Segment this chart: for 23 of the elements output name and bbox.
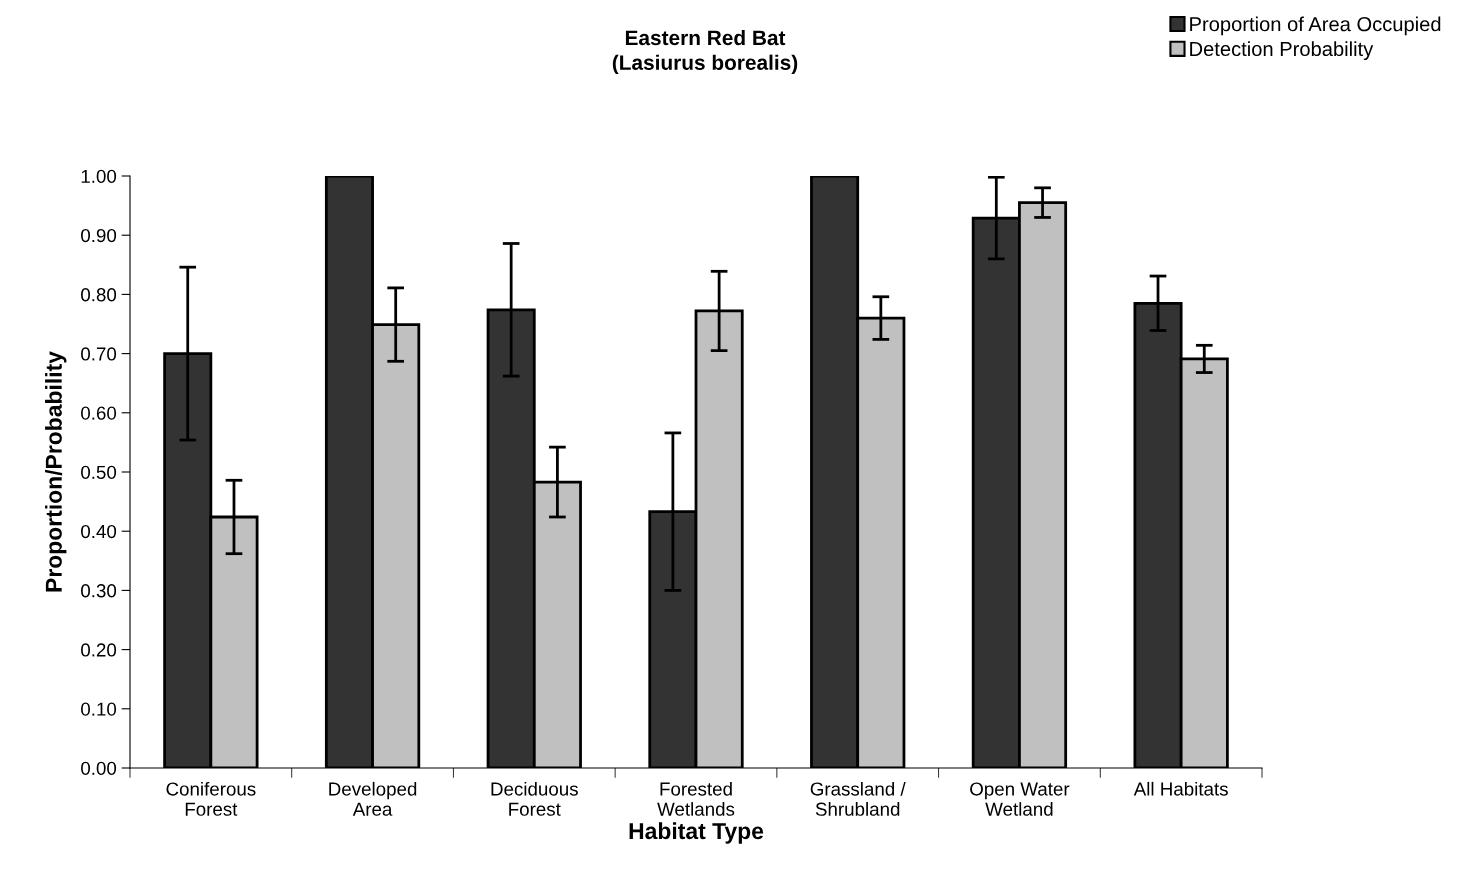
x-tick-label: Forested Wetlands (657, 781, 735, 816)
chart-title: Eastern Red Bat (Lasiurus borealis) (612, 29, 798, 75)
y-tick-label: 0.30 (81, 584, 117, 598)
y-tick-label: 0.40 (81, 524, 117, 539)
y-tick-label: 0.00 (81, 761, 117, 775)
x-tick-label: Coniferous Forest (166, 781, 256, 816)
x-tick-label: Deciduous Forest (491, 781, 578, 816)
legend-label: Detection Probability (1190, 41, 1374, 61)
y-tick-label: 0.50 (81, 465, 117, 479)
x-tick-label: All Habitats (1133, 781, 1228, 796)
y-tick-label: 0.60 (81, 406, 117, 420)
x-tick-label: Open Water Wetland (970, 782, 1070, 816)
y-tick-label: 0.20 (81, 643, 117, 657)
x-tick-label: Grassland / Shrubland (810, 781, 906, 816)
y-tick-label: 0.80 (81, 288, 117, 302)
legend-label: Proportion of Area Occupied (1190, 16, 1441, 36)
y-tick-label: 0.10 (81, 702, 117, 716)
y-tick-label: 0.90 (81, 228, 117, 243)
x-tick-label: Developed Area (329, 781, 417, 816)
y-tick-label: 0.70 (81, 347, 117, 361)
y-tick-label: 1.00 (81, 169, 117, 183)
x-axis-title: Habitat Type (629, 822, 764, 844)
y-axis-title: Proportion/Probability (45, 351, 67, 592)
